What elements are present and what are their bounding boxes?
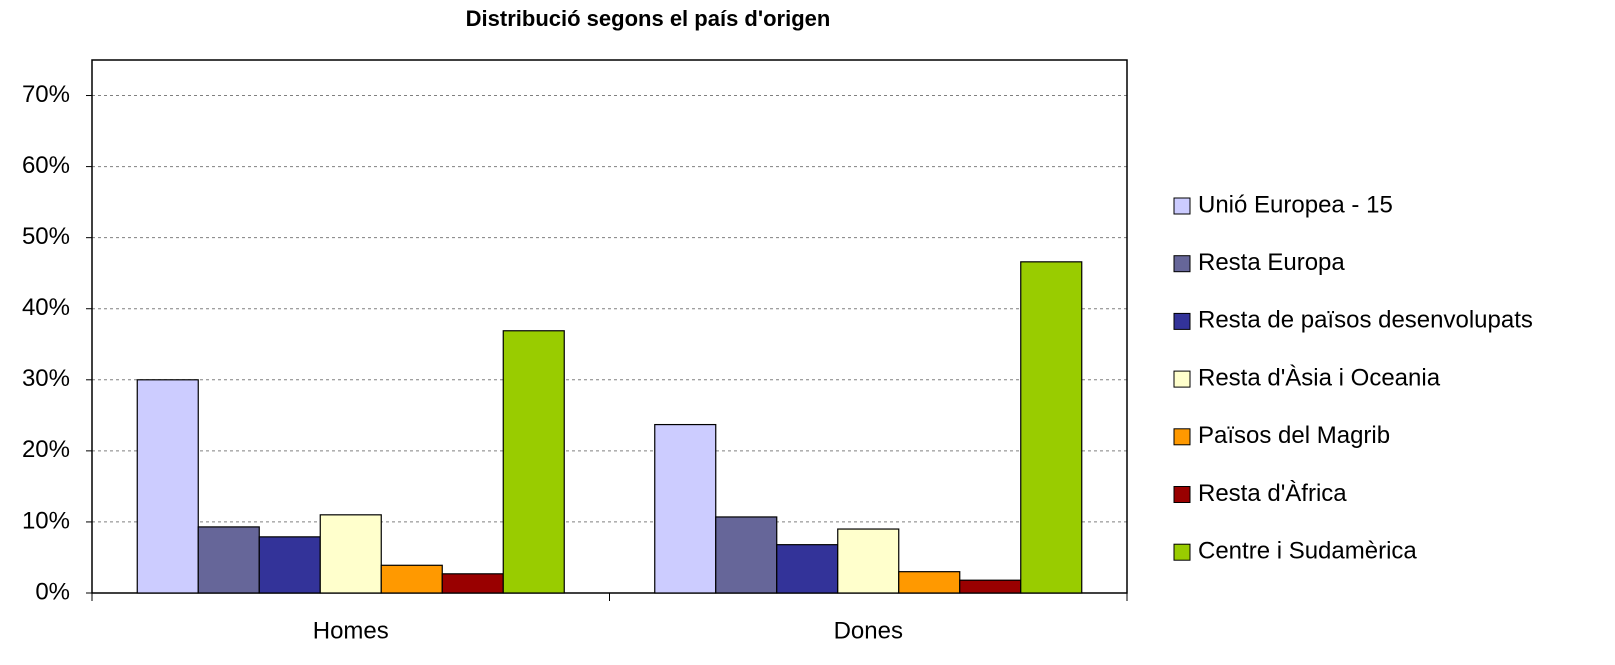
bar [380, 564, 443, 594]
plot-frame [91, 59, 1128, 594]
y-tick-label: 0% [35, 578, 70, 605]
legend-swatch [1173, 370, 1191, 388]
legend-label: Resta de països desenvolupats [1198, 307, 1533, 334]
y-tick-label: 50% [22, 223, 70, 250]
legend-swatch [1173, 312, 1191, 330]
bar [136, 379, 199, 594]
y-tick-label: 20% [22, 436, 70, 463]
legend-label: Centre i Sudamèrica [1198, 538, 1417, 565]
bar [1020, 261, 1083, 594]
bar [502, 330, 565, 594]
legend-swatch [1173, 428, 1191, 446]
y-tick-label: 30% [22, 365, 70, 392]
legend-swatch [1173, 197, 1191, 215]
y-tick-label: 60% [22, 152, 70, 179]
legend-swatch [1173, 255, 1191, 273]
bar [837, 528, 900, 594]
bar [776, 544, 839, 594]
bar [898, 571, 961, 594]
bar [319, 514, 382, 594]
bar [654, 423, 717, 594]
legend-label: Resta d'Àsia i Oceania [1198, 364, 1441, 391]
bar [441, 573, 504, 594]
legend-swatch [1173, 486, 1191, 503]
bar [959, 579, 1022, 594]
x-tick-label: Homes [313, 617, 389, 644]
x-tick-label: Dones [834, 617, 903, 644]
chart-title: Distribució segons el país d'origen [466, 6, 831, 31]
bar [197, 526, 260, 594]
y-tick-label: 10% [22, 507, 70, 534]
bar [715, 516, 778, 594]
y-tick-label: 40% [22, 294, 70, 321]
legend-label: Resta Europa [1198, 249, 1345, 276]
legend-label: Resta d'Àfrica [1198, 480, 1347, 507]
legend-label: Països del Magrib [1198, 422, 1390, 449]
y-tick-label: 70% [22, 81, 70, 108]
bar [258, 536, 321, 594]
legend-swatch [1173, 543, 1191, 561]
legend-label: Unió Europea - 15 [1198, 191, 1393, 218]
